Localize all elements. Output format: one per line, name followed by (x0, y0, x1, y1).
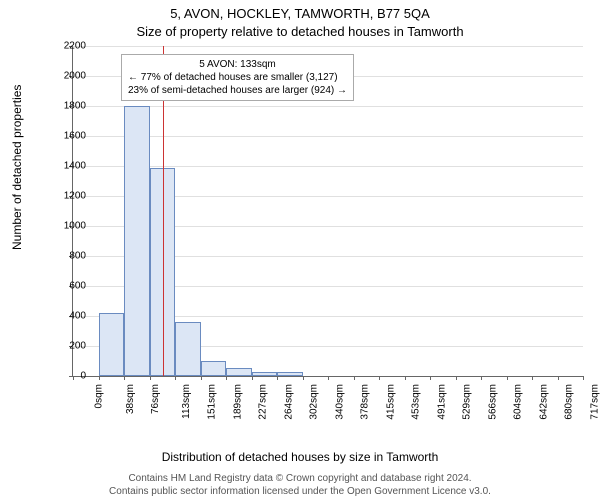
y-axis-label: Number of detached properties (10, 85, 24, 250)
x-tick-label: 717sqm (589, 384, 600, 420)
y-tick-label: 0 (46, 371, 86, 382)
x-tick-label: 566sqm (487, 384, 498, 420)
x-tick-mark (379, 376, 380, 380)
annotation-line1: 5 AVON: 133sqm (128, 58, 347, 71)
x-tick-mark (124, 376, 125, 380)
x-axis-label: Distribution of detached houses by size … (0, 450, 600, 464)
x-tick-mark (328, 376, 329, 380)
y-tick-label: 1800 (46, 101, 86, 112)
y-tick-label: 1200 (46, 191, 86, 202)
histogram-bar (175, 322, 201, 376)
x-tick-label: 453sqm (411, 384, 422, 420)
x-tick-mark (354, 376, 355, 380)
x-tick-mark (405, 376, 406, 380)
x-tick-label: 76sqm (150, 384, 161, 414)
annotation-box: 5 AVON: 133sqm← 77% of detached houses a… (121, 54, 354, 101)
x-tick-mark (277, 376, 278, 380)
x-tick-mark (430, 376, 431, 380)
x-tick-label: 642sqm (538, 384, 549, 420)
x-tick-label: 415sqm (385, 384, 396, 420)
title-line1: 5, AVON, HOCKLEY, TAMWORTH, B77 5QA (0, 6, 600, 21)
grid-line (73, 106, 583, 107)
x-tick-mark (252, 376, 253, 380)
x-tick-mark (481, 376, 482, 380)
histogram-bar (252, 372, 278, 377)
x-tick-label: 227sqm (258, 384, 269, 420)
y-tick-label: 600 (46, 281, 86, 292)
histogram-bar (226, 368, 252, 376)
x-tick-mark (507, 376, 508, 380)
x-tick-mark (150, 376, 151, 380)
histogram-bar (201, 361, 227, 376)
y-tick-label: 1600 (46, 131, 86, 142)
x-tick-label: 302sqm (309, 384, 320, 420)
x-tick-label: 491sqm (436, 384, 447, 420)
x-tick-mark (175, 376, 176, 380)
y-tick-label: 200 (46, 341, 86, 352)
x-tick-mark (303, 376, 304, 380)
x-tick-mark (226, 376, 227, 380)
histogram-bar (124, 106, 150, 376)
x-tick-label: 340sqm (334, 384, 345, 420)
x-tick-label: 151sqm (207, 384, 218, 420)
y-tick-label: 400 (46, 311, 86, 322)
grid-line (73, 136, 583, 137)
x-tick-mark (532, 376, 533, 380)
x-tick-label: 529sqm (462, 384, 473, 420)
x-tick-label: 113sqm (180, 384, 191, 419)
footer-line2: Contains public sector information licen… (0, 486, 600, 497)
chart-plot-area: 5 AVON: 133sqm← 77% of detached houses a… (72, 46, 583, 377)
y-tick-label: 2000 (46, 71, 86, 82)
x-tick-label: 0sqm (93, 384, 104, 408)
annotation-line2: ← 77% of detached houses are smaller (3,… (128, 71, 347, 84)
y-tick-label: 1000 (46, 221, 86, 232)
annotation-line3: 23% of semi-detached houses are larger (… (128, 84, 347, 97)
y-tick-label: 800 (46, 251, 86, 262)
x-tick-label: 604sqm (513, 384, 524, 420)
x-tick-mark (201, 376, 202, 380)
x-tick-label: 38sqm (125, 384, 136, 414)
title-line2: Size of property relative to detached ho… (0, 24, 600, 39)
x-tick-mark (99, 376, 100, 380)
x-tick-mark (456, 376, 457, 380)
histogram-bar (99, 313, 125, 376)
x-tick-label: 264sqm (283, 384, 294, 420)
x-tick-label: 378sqm (360, 384, 371, 420)
x-tick-mark (583, 376, 584, 380)
histogram-bar (277, 372, 303, 376)
x-tick-label: 189sqm (232, 384, 243, 420)
grid-line (73, 46, 583, 47)
footer-line1: Contains HM Land Registry data © Crown c… (0, 473, 600, 484)
x-tick-mark (558, 376, 559, 380)
y-tick-label: 2200 (46, 41, 86, 52)
y-tick-label: 1400 (46, 161, 86, 172)
x-tick-label: 680sqm (564, 384, 575, 420)
